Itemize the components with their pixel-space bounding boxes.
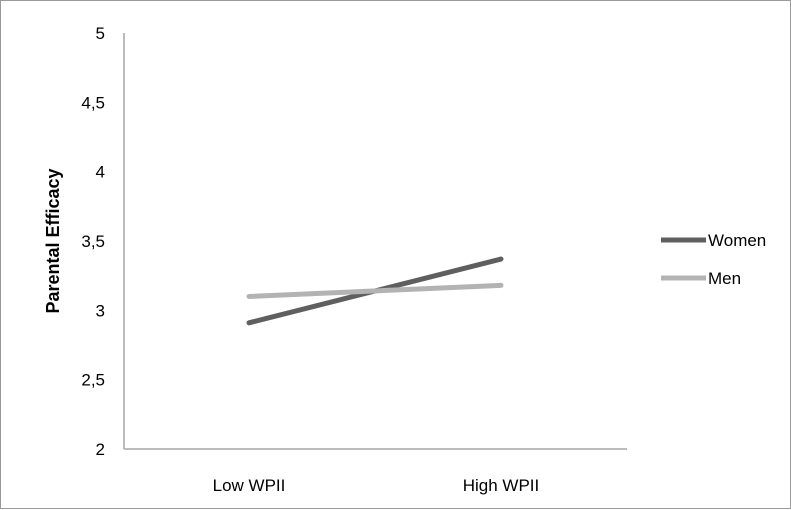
axes — [123, 33, 627, 450]
x-tick-labels: Low WPII High WPII — [213, 476, 540, 495]
series-line-men — [246, 282, 504, 299]
y-tick-label: 4,5 — [81, 93, 105, 112]
y-tick-labels: 2 2,5 3 3,5 4 4,5 5 — [81, 24, 105, 459]
y-tick-label: 3 — [96, 301, 105, 320]
y-tick-label: 2,5 — [81, 371, 105, 390]
legend-label-women: Women — [708, 231, 766, 250]
y-tick-label: 2 — [96, 440, 105, 459]
x-tick-label: High WPII — [463, 476, 540, 495]
y-axis-title: Parental Efficacy — [43, 168, 63, 313]
y-tick-label: 3,5 — [81, 232, 105, 251]
series-lines — [246, 256, 504, 326]
x-tick-label: Low WPII — [213, 476, 286, 495]
y-tick-label: 4 — [96, 163, 105, 182]
y-tick-label: 5 — [96, 24, 105, 43]
legend-label-men: Men — [708, 269, 741, 288]
legend: Women Men — [661, 231, 766, 288]
